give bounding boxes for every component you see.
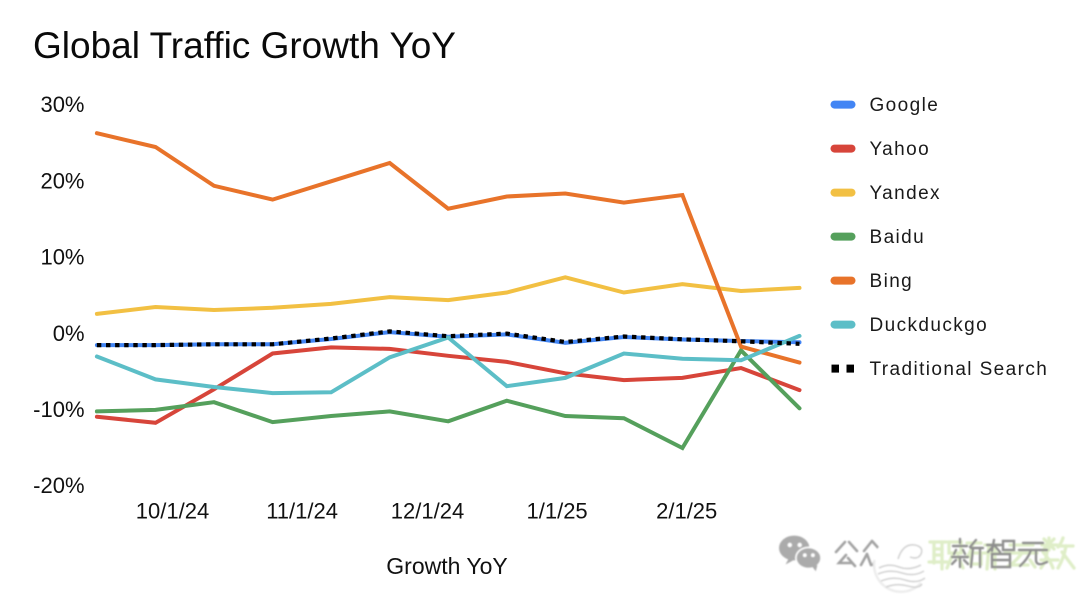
svg-text:20%: 20% <box>40 168 84 193</box>
svg-text:Growth YoY: Growth YoY <box>386 553 507 579</box>
svg-text:-20%: -20% <box>33 473 84 498</box>
svg-text:30%: 30% <box>40 92 84 117</box>
svg-text:Bing: Bing <box>870 271 914 292</box>
svg-text:Yahoo: Yahoo <box>870 139 931 160</box>
svg-text:2/1/25: 2/1/25 <box>656 498 717 523</box>
svg-text:Baidu: Baidu <box>870 227 926 248</box>
svg-text:10/1/24: 10/1/24 <box>136 498 209 523</box>
svg-text:0%: 0% <box>53 321 85 346</box>
svg-text:-10%: -10% <box>33 397 84 422</box>
svg-text:11/1/24: 11/1/24 <box>266 498 338 523</box>
svg-text:Traditional Search: Traditional Search <box>870 359 1049 380</box>
svg-text:Google: Google <box>870 95 940 116</box>
svg-text:Global Traffic Growth YoY: Global Traffic Growth YoY <box>33 25 456 66</box>
svg-text:10%: 10% <box>40 245 84 270</box>
svg-text:12/1/24: 12/1/24 <box>391 498 464 523</box>
svg-text:Yandex: Yandex <box>870 183 941 204</box>
svg-text:Duckduckgo: Duckduckgo <box>870 315 989 336</box>
svg-text:1/1/25: 1/1/25 <box>527 498 588 523</box>
